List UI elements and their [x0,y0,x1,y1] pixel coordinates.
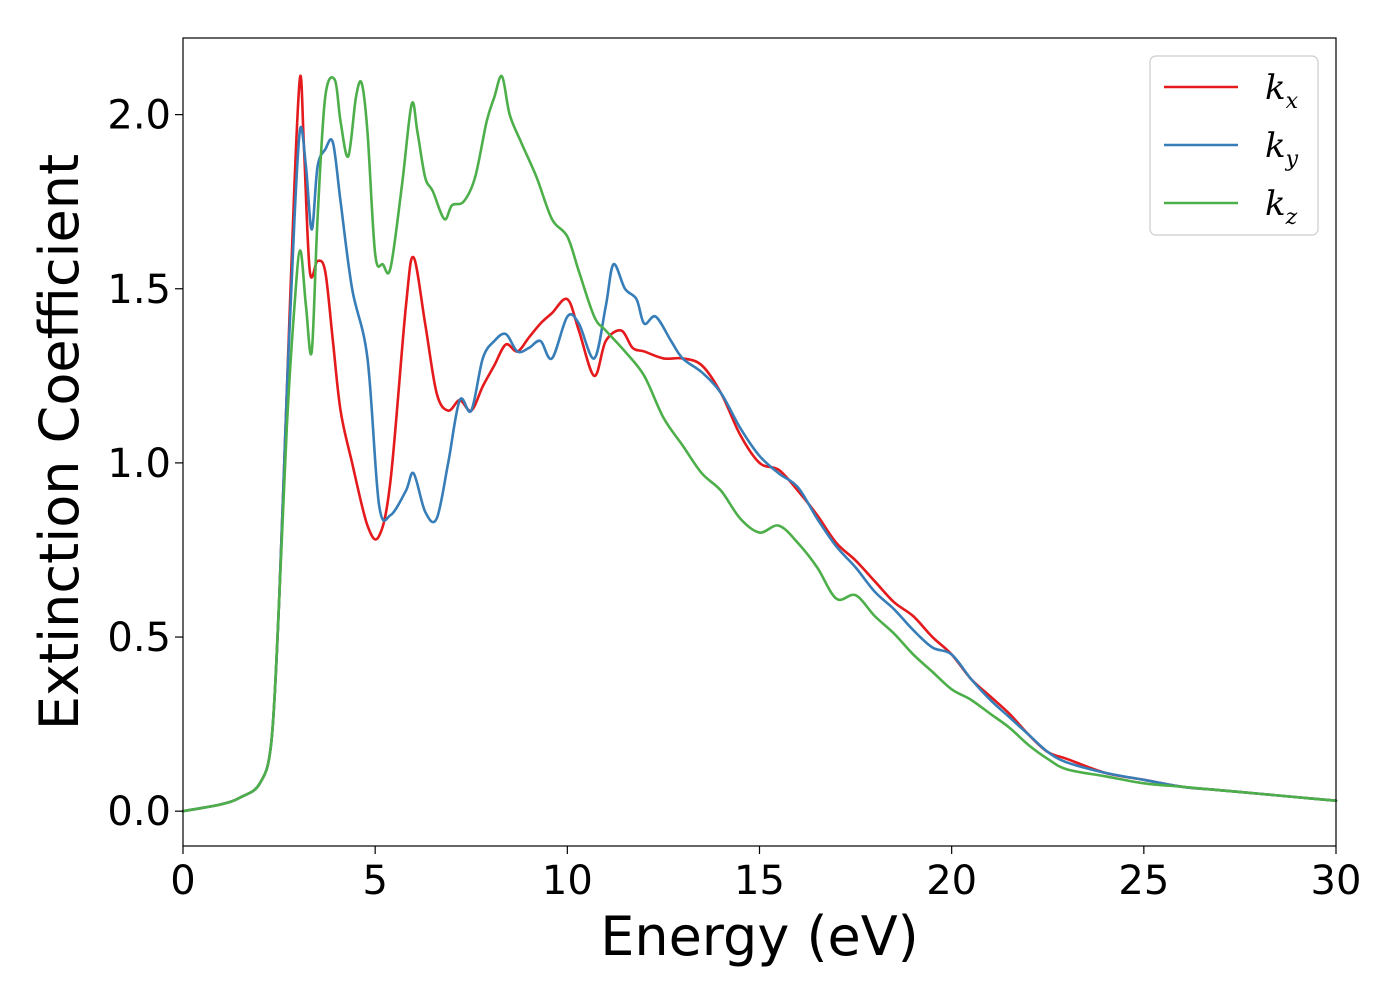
legend-label-subscript: x [1286,89,1299,114]
y-tick-label: 0.0 [107,789,171,835]
y-tick-label: 1.0 [107,441,171,487]
x-tick-label: 0 [170,858,195,904]
series-line-kz [181,74,1338,813]
x-tick-label: 30 [1311,858,1362,904]
x-tick-label: 10 [542,858,593,904]
legend-label-subscript: z [1285,205,1298,230]
legend-label-base: k [1265,68,1286,108]
series-layer [181,74,1338,813]
legend-label-kx: kx [1265,68,1299,114]
x-axis: 0 5 10 15 20 25 30 [170,846,1361,904]
x-tick-label: 15 [734,858,785,904]
legend-label-subscript: y [1285,147,1299,172]
x-tick-label: 5 [362,858,387,904]
series-line-ky [181,125,1338,813]
x-axis-label: Energy (eV) [600,905,919,968]
x-tick-label: 25 [1118,858,1169,904]
y-axis: 0.0 0.5 1.0 1.5 2.0 [107,93,183,835]
legend-label-base: k [1265,126,1286,166]
y-tick-label: 1.5 [107,267,171,313]
x-tick-label: 20 [926,858,977,904]
y-axis-label: Extinction Coefficient [28,154,91,730]
legend-label-base: k [1265,184,1286,224]
legend-label-kz: kz [1265,184,1298,230]
legend-label-ky: ky [1265,126,1299,172]
y-tick-label: 2.0 [107,93,171,139]
y-tick-label: 0.5 [107,615,171,661]
